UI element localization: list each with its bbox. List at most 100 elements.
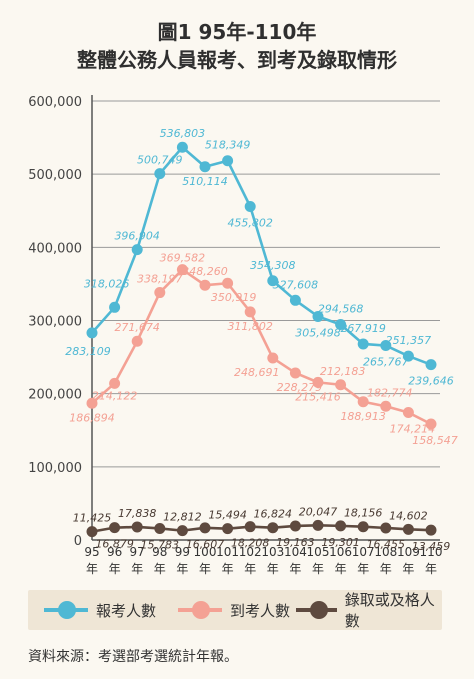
data-point-examinees bbox=[335, 379, 347, 391]
legend-label-admitted: 錄取或及格人數 bbox=[344, 591, 435, 630]
legend-label-examinees: 到考人數 bbox=[230, 601, 291, 620]
data-point-examinees bbox=[222, 277, 234, 289]
x-tick-label: 106 bbox=[329, 545, 352, 559]
x-tick-label: 年 bbox=[380, 562, 392, 576]
data-label-admitted: 13,459 bbox=[412, 540, 451, 553]
x-tick-label: 年 bbox=[244, 562, 256, 576]
data-label-applicants: 294,568 bbox=[318, 302, 364, 315]
source-note: 資料來源：考選部考選統計年報。 bbox=[28, 649, 238, 665]
legend-marker-admitted bbox=[296, 601, 337, 619]
x-tick-label: 年 bbox=[335, 562, 347, 576]
data-label-applicants: 396,904 bbox=[114, 230, 160, 243]
data-point-admitted bbox=[312, 519, 324, 531]
x-tick-label: 102 bbox=[239, 545, 262, 559]
data-label-applicants: 500,749 bbox=[137, 154, 183, 167]
data-label-examinees: 186,894 bbox=[69, 411, 115, 424]
data-label-examinees: 188,913 bbox=[340, 410, 386, 423]
data-point-admitted bbox=[267, 522, 279, 534]
data-label-examinees: 311,802 bbox=[227, 320, 273, 333]
data-point-applicants bbox=[109, 301, 121, 313]
data-point-examinees bbox=[402, 407, 414, 419]
data-label-applicants: 455,802 bbox=[227, 217, 273, 230]
data-label-applicants: 283,109 bbox=[65, 345, 111, 358]
data-label-examinees: 215,416 bbox=[295, 390, 341, 403]
data-point-applicants bbox=[425, 359, 437, 371]
x-tick-label: 108 bbox=[374, 545, 397, 559]
x-tick-label: 107 bbox=[352, 545, 375, 559]
legend: 報考人數 到考人數 錄取或及格人數 bbox=[28, 590, 442, 630]
data-label-admitted: 18,156 bbox=[344, 507, 383, 520]
data-point-examinees bbox=[109, 377, 121, 389]
data-point-admitted bbox=[244, 521, 256, 533]
x-tick-label: 年 bbox=[357, 562, 369, 576]
x-tick-label: 109 bbox=[397, 545, 420, 559]
x-tick-label: 99 bbox=[175, 545, 190, 559]
data-label-admitted: 16,879 bbox=[95, 538, 134, 551]
data-label-admitted: 15,494 bbox=[208, 509, 247, 522]
y-tick-label: 200,000 bbox=[28, 388, 82, 403]
data-point-admitted bbox=[222, 523, 234, 535]
x-tick-label: 104 bbox=[284, 545, 307, 559]
data-label-applicants: 536,803 bbox=[160, 127, 206, 140]
data-label-examinees: 338,197 bbox=[137, 273, 183, 286]
data-label-admitted: 12,812 bbox=[163, 511, 202, 524]
data-point-applicants bbox=[335, 318, 347, 330]
data-point-admitted bbox=[335, 520, 347, 532]
data-point-examinees bbox=[199, 279, 211, 291]
data-label-examinees: 350,919 bbox=[211, 291, 257, 304]
data-label-examinees: 182,774 bbox=[367, 386, 413, 399]
x-tick-label: 年 bbox=[425, 562, 437, 576]
data-point-applicants bbox=[154, 168, 166, 180]
x-tick-label: 年 bbox=[176, 562, 188, 576]
x-tick-label: 101 bbox=[216, 545, 239, 559]
x-tick-label: 年 bbox=[289, 562, 301, 576]
data-point-applicants bbox=[380, 340, 392, 352]
data-point-examinees bbox=[289, 367, 301, 379]
series-line-applicants bbox=[91, 145, 432, 366]
chart-title-line1: 圖1 95年-110年 bbox=[157, 20, 317, 44]
data-label-admitted: 16,824 bbox=[254, 508, 293, 521]
data-label-admitted: 20,047 bbox=[299, 505, 338, 518]
data-point-applicants bbox=[222, 155, 234, 167]
data-label-admitted: 16,455 bbox=[367, 538, 406, 551]
data-point-applicants bbox=[244, 201, 256, 213]
data-point-admitted bbox=[86, 526, 98, 538]
x-tick-label: 年 bbox=[267, 562, 279, 576]
data-point-examinees bbox=[86, 397, 98, 409]
data-point-admitted bbox=[425, 524, 437, 536]
data-point-admitted bbox=[402, 523, 414, 535]
data-label-admitted: 17,838 bbox=[118, 507, 157, 520]
data-point-examinees bbox=[312, 376, 324, 388]
data-point-applicants bbox=[86, 327, 98, 339]
x-tick-label: 95 bbox=[84, 545, 99, 559]
x-tick-label: 年 bbox=[222, 562, 234, 576]
data-label-applicants: 239,646 bbox=[408, 375, 454, 388]
y-tick-label: 500,000 bbox=[28, 168, 82, 183]
data-point-examinees bbox=[357, 396, 369, 408]
data-label-examinees: 228,279 bbox=[277, 381, 323, 394]
y-tick-label: 100,000 bbox=[28, 461, 82, 476]
data-point-admitted bbox=[154, 522, 166, 534]
data-point-examinees bbox=[154, 287, 166, 299]
legend-label-applicants: 報考人數 bbox=[96, 601, 157, 620]
y-tick-label: 300,000 bbox=[28, 315, 82, 330]
legend-marker-applicants bbox=[44, 601, 88, 619]
data-label-examinees: 348,260 bbox=[182, 265, 228, 278]
data-label-admitted: 14,602 bbox=[389, 509, 428, 522]
data-point-applicants bbox=[289, 294, 301, 306]
data-label-admitted: 16,607 bbox=[186, 538, 225, 551]
data-point-applicants bbox=[402, 350, 414, 362]
data-label-examinees: 174,214 bbox=[390, 423, 436, 436]
data-point-examinees bbox=[380, 400, 392, 412]
data-point-admitted bbox=[109, 522, 121, 534]
data-label-admitted: 15,783 bbox=[141, 538, 180, 551]
x-tick-label: 110 bbox=[420, 545, 443, 559]
legend-item-admitted: 錄取或及格人數 bbox=[296, 590, 442, 630]
y-tick-label: 400,000 bbox=[28, 241, 82, 256]
data-label-applicants: 305,498 bbox=[295, 326, 341, 339]
data-label-applicants: 251,357 bbox=[386, 334, 432, 347]
data-label-applicants: 318,026 bbox=[84, 277, 130, 290]
data-label-admitted: 18,208 bbox=[231, 537, 270, 550]
x-tick-label: 97 bbox=[130, 545, 145, 559]
x-tick-label: 年 bbox=[131, 562, 143, 576]
